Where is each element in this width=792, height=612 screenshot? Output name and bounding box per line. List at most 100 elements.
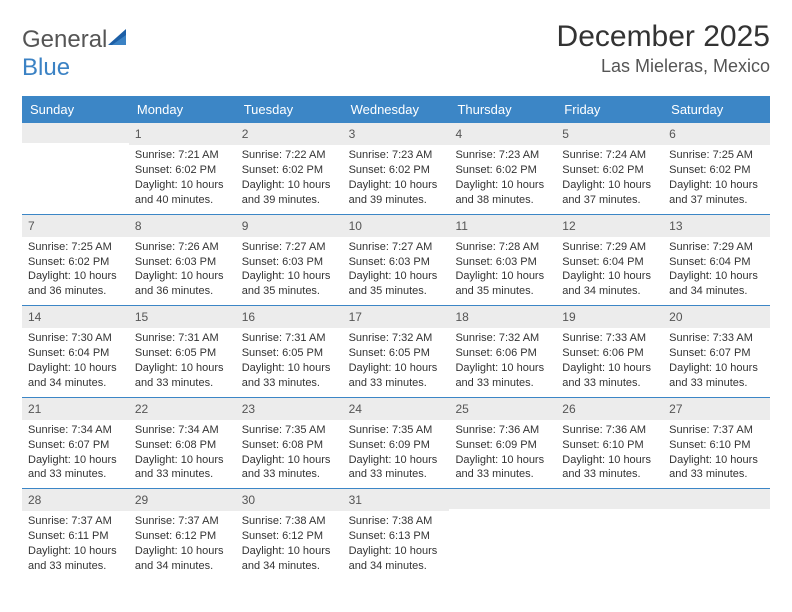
calendar-cell: 14Sunrise: 7:30 AMSunset: 6:04 PMDayligh… bbox=[22, 306, 129, 397]
calendar-cell: 31Sunrise: 7:38 AMSunset: 6:13 PMDayligh… bbox=[343, 489, 450, 580]
day-content: Sunrise: 7:29 AMSunset: 6:04 PMDaylight:… bbox=[556, 237, 663, 305]
day-content: Sunrise: 7:33 AMSunset: 6:07 PMDaylight:… bbox=[663, 328, 770, 396]
day-content: Sunrise: 7:23 AMSunset: 6:02 PMDaylight:… bbox=[343, 145, 450, 213]
day-line: Daylight: 10 hours and 35 minutes. bbox=[455, 269, 550, 299]
calendar-cell: 1Sunrise: 7:21 AMSunset: 6:02 PMDaylight… bbox=[129, 123, 236, 214]
calendar-cell: 12Sunrise: 7:29 AMSunset: 6:04 PMDayligh… bbox=[556, 215, 663, 306]
calendar-cell: 22Sunrise: 7:34 AMSunset: 6:08 PMDayligh… bbox=[129, 398, 236, 489]
day-line: Sunrise: 7:29 AM bbox=[669, 240, 764, 255]
day-content: Sunrise: 7:33 AMSunset: 6:06 PMDaylight:… bbox=[556, 328, 663, 396]
calendar-cell: 17Sunrise: 7:32 AMSunset: 6:05 PMDayligh… bbox=[343, 306, 450, 397]
day-line: Sunset: 6:07 PM bbox=[669, 346, 764, 361]
day-number: 6 bbox=[663, 123, 770, 145]
day-number: 31 bbox=[343, 489, 450, 511]
day-line: Sunset: 6:06 PM bbox=[562, 346, 657, 361]
day-line: Sunset: 6:03 PM bbox=[455, 255, 550, 270]
day-line: Sunrise: 7:28 AM bbox=[455, 240, 550, 255]
day-line: Sunset: 6:07 PM bbox=[28, 438, 123, 453]
calendar-cell: 11 Sunrise: 7:28 AMSunset: 6:03 PMDayligh… bbox=[449, 215, 556, 306]
day-content: Sunrise: 7:36 AMSunset: 6:09 PMDaylight:… bbox=[449, 420, 556, 488]
day-number: 2 bbox=[236, 123, 343, 145]
logo-part1: General bbox=[22, 26, 107, 53]
calendar-cell: 25Sunrise: 7:36 AMSunset: 6:09 PMDayligh… bbox=[449, 398, 556, 489]
calendar-cell: 20Sunrise: 7:33 AMSunset: 6:07 PMDayligh… bbox=[663, 306, 770, 397]
day-line: Sunrise: 7:32 AM bbox=[455, 331, 550, 346]
logo-text: General Blue bbox=[22, 26, 130, 82]
calendar-cell: 3Sunrise: 7:23 AMSunset: 6:02 PMDaylight… bbox=[343, 123, 450, 214]
day-content: Sunrise: 7:30 AMSunset: 6:04 PMDaylight:… bbox=[22, 328, 129, 396]
calendar-week: 28Sunrise: 7:37 AMSunset: 6:11 PMDayligh… bbox=[22, 489, 770, 580]
day-content: Sunrise: 7:37 AMSunset: 6:12 PMDaylight:… bbox=[129, 511, 236, 579]
day-number: 22 bbox=[129, 398, 236, 420]
day-line: Sunrise: 7:25 AM bbox=[669, 148, 764, 163]
day-content: Sunrise: 7:35 AMSunset: 6:09 PMDaylight:… bbox=[343, 420, 450, 488]
day-line: Daylight: 10 hours and 33 minutes. bbox=[455, 453, 550, 483]
day-line: Sunset: 6:04 PM bbox=[562, 255, 657, 270]
day-number: 13 bbox=[663, 215, 770, 237]
calendar-cell: 28Sunrise: 7:37 AMSunset: 6:11 PMDayligh… bbox=[22, 489, 129, 580]
weekday-wednesday: Wednesday bbox=[343, 96, 450, 123]
day-number: 4 bbox=[449, 123, 556, 145]
day-line: Daylight: 10 hours and 34 minutes. bbox=[349, 544, 444, 574]
day-line: Sunrise: 7:34 AM bbox=[28, 423, 123, 438]
calendar-cell: 15Sunrise: 7:31 AMSunset: 6:05 PMDayligh… bbox=[129, 306, 236, 397]
day-content: Sunrise: 7:22 AMSunset: 6:02 PMDaylight:… bbox=[236, 145, 343, 213]
day-line: Sunrise: 7:31 AM bbox=[135, 331, 230, 346]
weekday-sunday: Sunday bbox=[22, 96, 129, 123]
day-line: Sunrise: 7:36 AM bbox=[455, 423, 550, 438]
calendar-cell bbox=[663, 489, 770, 580]
day-line: Sunset: 6:03 PM bbox=[242, 255, 337, 270]
day-line: Daylight: 10 hours and 33 minutes. bbox=[455, 361, 550, 391]
calendar-week: 14Sunrise: 7:30 AMSunset: 6:04 PMDayligh… bbox=[22, 306, 770, 398]
day-line: Sunset: 6:06 PM bbox=[455, 346, 550, 361]
location: Las Mieleras, Mexico bbox=[557, 56, 770, 77]
day-number: 11 bbox=[449, 215, 556, 237]
weekday-monday: Monday bbox=[129, 96, 236, 123]
day-number bbox=[663, 489, 770, 509]
day-line: Sunrise: 7:25 AM bbox=[28, 240, 123, 255]
day-line: Sunrise: 7:38 AM bbox=[349, 514, 444, 529]
calendar-cell: 4Sunrise: 7:23 AMSunset: 6:02 PMDaylight… bbox=[449, 123, 556, 214]
day-line: Daylight: 10 hours and 33 minutes. bbox=[242, 453, 337, 483]
day-number: 24 bbox=[343, 398, 450, 420]
day-line: Sunrise: 7:23 AM bbox=[349, 148, 444, 163]
day-number: 19 bbox=[556, 306, 663, 328]
day-line: Daylight: 10 hours and 33 minutes. bbox=[135, 453, 230, 483]
weekday-tuesday: Tuesday bbox=[236, 96, 343, 123]
day-line: Daylight: 10 hours and 39 minutes. bbox=[349, 178, 444, 208]
day-line: Sunrise: 7:24 AM bbox=[562, 148, 657, 163]
day-content: Sunrise: 7:36 AMSunset: 6:10 PMDaylight:… bbox=[556, 420, 663, 488]
day-content: Sunrise: 7:26 AMSunset: 6:03 PMDaylight:… bbox=[129, 237, 236, 305]
day-content: Sunrise: 7:35 AMSunset: 6:08 PMDaylight:… bbox=[236, 420, 343, 488]
day-line: Sunrise: 7:21 AM bbox=[135, 148, 230, 163]
day-line: Daylight: 10 hours and 34 minutes. bbox=[135, 544, 230, 574]
calendar-weekday-header: SundayMondayTuesdayWednesdayThursdayFrid… bbox=[22, 96, 770, 123]
calendar-cell: 13Sunrise: 7:29 AMSunset: 6:04 PMDayligh… bbox=[663, 215, 770, 306]
day-content: Sunrise: 7:34 AMSunset: 6:08 PMDaylight:… bbox=[129, 420, 236, 488]
day-line: Sunset: 6:02 PM bbox=[455, 163, 550, 178]
day-line: Sunrise: 7:31 AM bbox=[242, 331, 337, 346]
day-line: Daylight: 10 hours and 33 minutes. bbox=[669, 453, 764, 483]
day-line: Sunrise: 7:29 AM bbox=[562, 240, 657, 255]
day-line: Daylight: 10 hours and 33 minutes. bbox=[562, 361, 657, 391]
calendar-cell: 30Sunrise: 7:38 AMSunset: 6:12 PMDayligh… bbox=[236, 489, 343, 580]
day-line: Sunset: 6:02 PM bbox=[669, 163, 764, 178]
month-year: December 2025 bbox=[557, 20, 770, 54]
calendar-cell: 19Sunrise: 7:33 AMSunset: 6:06 PMDayligh… bbox=[556, 306, 663, 397]
day-line: Sunrise: 7:37 AM bbox=[669, 423, 764, 438]
day-content: Sunrise: 7:27 AMSunset: 6:03 PMDaylight:… bbox=[236, 237, 343, 305]
day-line: Sunset: 6:08 PM bbox=[242, 438, 337, 453]
day-line: Sunset: 6:05 PM bbox=[349, 346, 444, 361]
day-line: Sunrise: 7:26 AM bbox=[135, 240, 230, 255]
day-content: Sunrise: 7:21 AMSunset: 6:02 PMDaylight:… bbox=[129, 145, 236, 213]
day-line: Daylight: 10 hours and 40 minutes. bbox=[135, 178, 230, 208]
calendar-week: 1Sunrise: 7:21 AMSunset: 6:02 PMDaylight… bbox=[22, 123, 770, 215]
day-number: 15 bbox=[129, 306, 236, 328]
sail-icon bbox=[108, 26, 130, 54]
day-line: Daylight: 10 hours and 37 minutes. bbox=[669, 178, 764, 208]
day-content: Sunrise: 7:23 AMSunset: 6:02 PMDaylight:… bbox=[449, 145, 556, 213]
calendar-cell: 7Sunrise: 7:25 AMSunset: 6:02 PMDaylight… bbox=[22, 215, 129, 306]
day-content: Sunrise: 7:34 AMSunset: 6:07 PMDaylight:… bbox=[22, 420, 129, 488]
day-line: Sunset: 6:02 PM bbox=[242, 163, 337, 178]
day-content: Sunrise: 7:25 AMSunset: 6:02 PMDaylight:… bbox=[663, 145, 770, 213]
